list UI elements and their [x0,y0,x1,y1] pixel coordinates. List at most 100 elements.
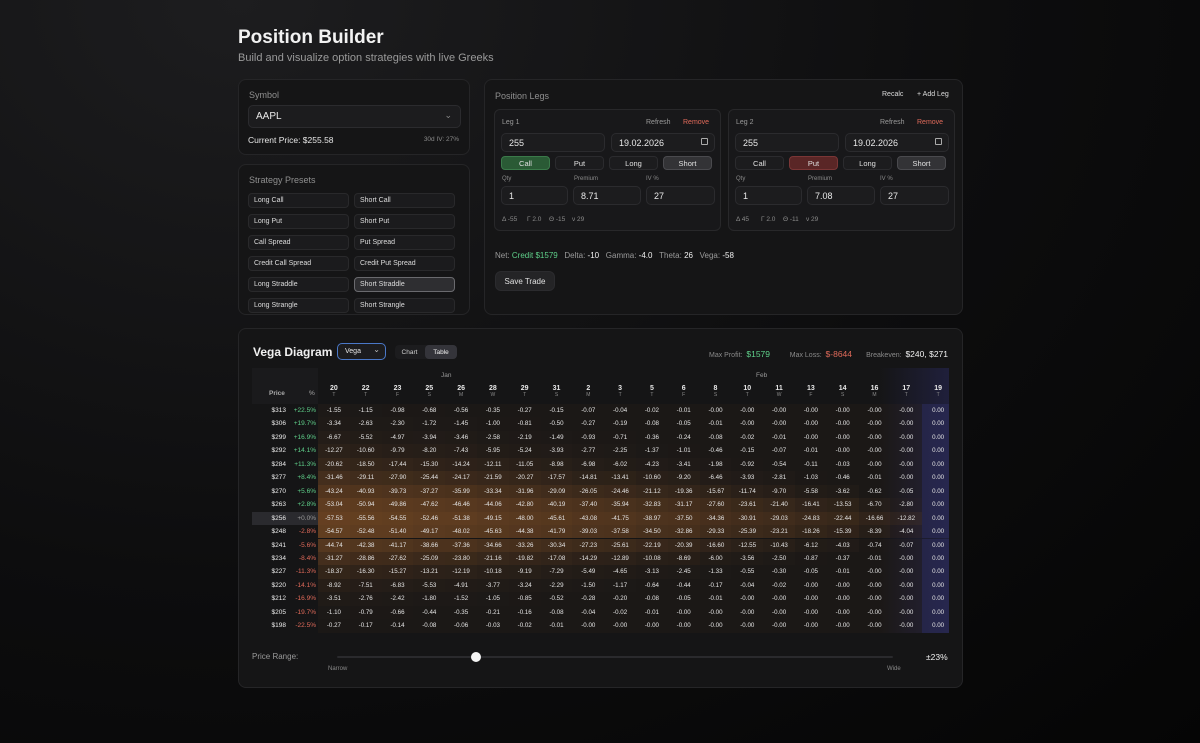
table-cell [349,551,382,566]
leg-remove-button[interactable]: Remove [683,119,710,126]
table-cell [349,511,382,526]
table-cell [667,511,700,526]
price-row-label: $256 [271,514,286,522]
breakeven-label: Breakeven: [866,352,902,359]
table-cell-value: -52.48 [356,528,375,536]
table-cell [763,457,795,472]
recalc-button[interactable]: Recalc [882,91,904,98]
short-button[interactable]: Short [897,156,946,170]
date-day: 6 [681,385,686,392]
preset-short-strangle[interactable]: Short Strangle [354,298,455,313]
preset-credit-call-spread[interactable]: Credit Call Spread [248,256,349,271]
date-day: 16 [870,385,879,392]
table-cell [890,417,923,431]
table-cell-value: -0.87 [803,554,818,562]
leg-remove-button[interactable]: Remove [917,119,944,126]
table-cell [763,605,795,620]
table-cell-value: -0.02 [613,608,628,616]
date-weekday: S [841,392,845,398]
qty-input[interactable]: 1 [735,186,802,205]
date-day: 13 [806,385,815,392]
date-day: 20 [329,385,338,392]
table-cell [922,551,949,566]
table-cell-value: -5.53 [422,581,437,589]
table-cell [540,484,573,499]
table-cell-value: -12.19 [452,568,470,576]
range-slider[interactable] [337,652,893,662]
premium-input[interactable]: 7.08 [807,186,875,205]
premium-input[interactable]: 8.71 [573,186,641,205]
long-button[interactable]: Long [843,156,892,170]
date-column-header: 14 S [829,385,857,398]
table-cell [858,484,891,499]
table-cell-value: -34.50 [643,528,661,536]
table-cell [477,444,509,458]
short-button[interactable]: Short [663,156,712,170]
preset-short-put[interactable]: Short Put [354,214,455,229]
preset-short-call[interactable]: Short Call [354,193,455,208]
put-button[interactable]: Put [789,156,838,170]
preset-long-strangle[interactable]: Long Strangle [248,298,349,313]
table-cell-value: -0.00 [740,420,755,428]
leg-refresh-button[interactable]: Refresh [646,119,671,126]
date-day: 2 [586,385,591,392]
table-cell-value: -1.80 [422,595,437,603]
table-cell-value: -0.28 [581,595,596,603]
leg-gamma: Γ 2.0 [761,216,776,223]
call-button[interactable]: Call [501,156,550,170]
expiry-input[interactable]: 19.02.2026 [845,133,949,152]
expiry-input[interactable]: 19.02.2026 [611,133,715,152]
add-leg-button[interactable]: + Add Leg [917,91,949,98]
strike-input[interactable]: 255 [735,133,839,152]
strike-input[interactable]: 255 [501,133,605,152]
save-trade-button[interactable]: Save Trade [495,271,555,291]
preset-long-put[interactable]: Long Put [248,214,349,229]
calendar-icon[interactable] [935,138,942,145]
table-cell [572,538,605,552]
table-cell [604,511,636,526]
table-cell [604,404,636,418]
iv-input[interactable]: 27 [646,186,715,205]
metric-select[interactable]: Vega ⌄ [337,343,386,360]
table-cell-value: -0.00 [835,407,850,414]
long-button[interactable]: Long [609,156,658,170]
preset-call-spread[interactable]: Call Spread [248,235,349,250]
preset-credit-put-spread[interactable]: Credit Put Spread [354,256,455,271]
table-cell [413,578,446,593]
preset-put-spread[interactable]: Put Spread [354,235,455,250]
tab-chart[interactable]: Chart [401,348,418,356]
table-cell-value: -15.39 [833,528,852,536]
preset-short-straddle[interactable]: Short Straddle [354,277,455,292]
table-cell-value: -14.24 [452,460,470,468]
table-cell-value: -5.24 [517,447,532,455]
tab-table[interactable]: Table [425,345,457,359]
price-row-label: $292 [271,447,286,455]
preset-long-straddle[interactable]: Long Straddle [248,277,349,292]
table-cell-value: -0.00 [899,407,914,414]
leg-refresh-button[interactable]: Refresh [880,119,905,126]
range-slider-handle[interactable] [471,652,481,662]
table-cell [318,417,350,431]
symbol-select[interactable]: AAPL ⌄ [248,105,461,128]
table-cell-value: -2.45 [676,568,691,576]
table-cell-value: -7.51 [358,581,373,589]
put-button[interactable]: Put [555,156,604,170]
chevron-down-icon: ⌄ [373,345,380,354]
price-row-label: $234 [271,554,286,562]
table-cell-value: 0.00 [932,541,945,549]
table-cell-value: -55.56 [356,514,375,522]
table-cell-value: -37.50 [674,514,693,522]
call-button[interactable]: Call [735,156,784,170]
leg-card: Leg 1 Refresh Remove 255 19.02.2026 Call Put Lo… [494,109,721,231]
table-cell [413,498,446,512]
calendar-icon[interactable] [701,138,708,145]
table-cell-value: -53.04 [325,501,343,509]
table-cell [667,551,700,566]
qty-input[interactable]: 1 [501,186,568,205]
table-cell-value: -3.62 [835,487,850,495]
table-cell [318,525,350,539]
iv-input[interactable]: 27 [880,186,949,205]
preset-long-call[interactable]: Long Call [248,193,349,208]
table-cell [795,578,827,593]
table-cell [636,551,668,566]
